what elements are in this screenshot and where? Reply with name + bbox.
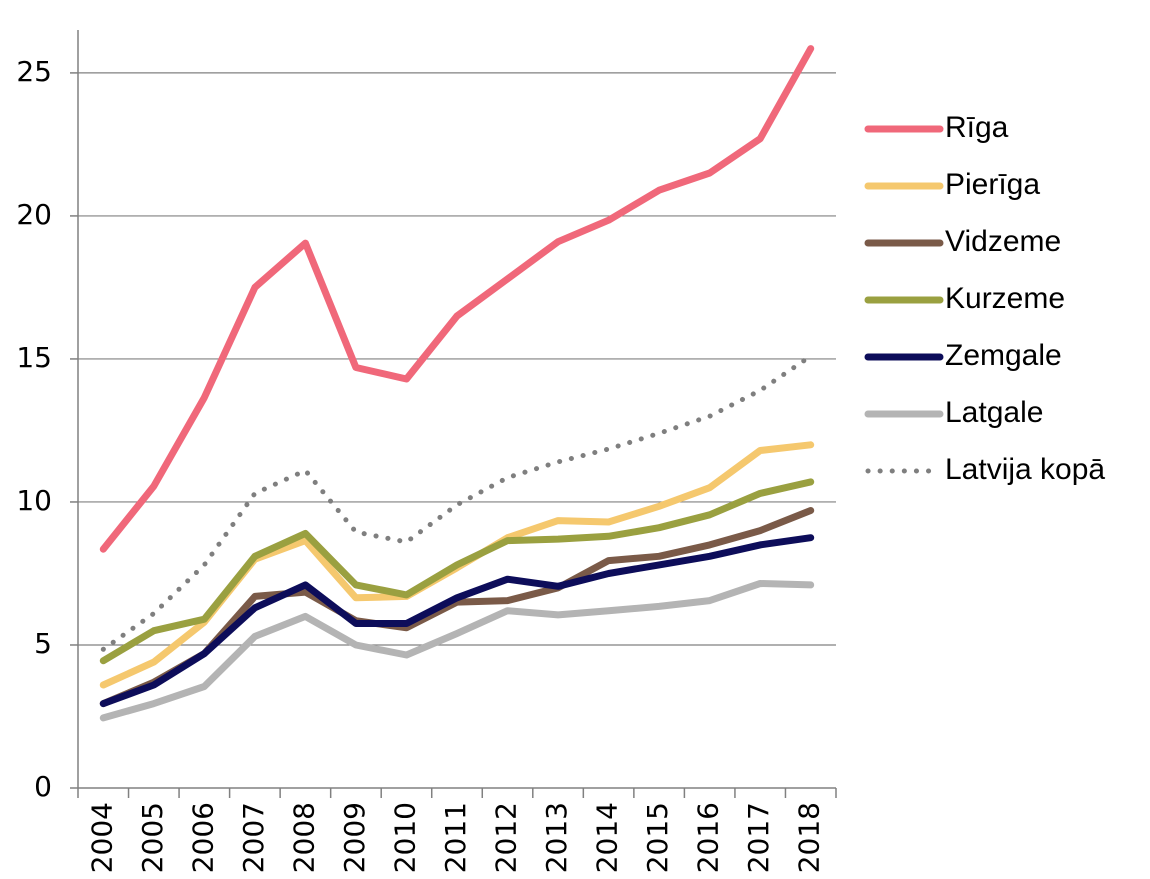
x-tick-label: 2005 (136, 802, 169, 873)
x-tick-label: 2018 (793, 802, 826, 873)
x-tick-label: 2008 (287, 802, 320, 873)
legend-label: Pierīga (945, 168, 1040, 201)
y-tick-label: 20 (16, 198, 52, 231)
x-tick-label: 2007 (237, 802, 270, 873)
series-line (99, 45, 815, 553)
series-line (99, 507, 815, 708)
x-tick-label: 2010 (388, 802, 421, 873)
y-tick-label: 25 (16, 55, 52, 88)
x-tick-label: 2015 (641, 802, 674, 873)
x-tick-label: 2014 (591, 802, 624, 873)
x-tick-label: 2013 (540, 802, 573, 873)
x-tick-label: 2004 (85, 802, 118, 873)
legend-label: Kurzeme (945, 282, 1065, 315)
y-tick-label: 15 (16, 341, 52, 374)
legend-label: Zemgale (945, 339, 1062, 372)
x-tick-label: 2011 (439, 802, 472, 873)
x-tick-label: 2006 (186, 802, 219, 873)
series-line (99, 534, 815, 708)
x-tick-label: 2016 (692, 802, 725, 873)
x-tick-label: 2009 (338, 802, 371, 873)
y-tick-label: 10 (16, 484, 52, 517)
x-tick-label: 2012 (490, 802, 523, 873)
legend-label: Latvija kopā (945, 453, 1105, 486)
legend-label: Rīga (945, 111, 1009, 144)
legend-label: Latgale (945, 396, 1043, 429)
y-tick-label: 5 (34, 627, 52, 660)
x-tick-label: 2017 (742, 802, 775, 873)
series-line (99, 580, 815, 722)
y-tick-label: 0 (34, 770, 52, 803)
series-line (99, 478, 815, 665)
legend-label: Vidzeme (945, 225, 1061, 258)
